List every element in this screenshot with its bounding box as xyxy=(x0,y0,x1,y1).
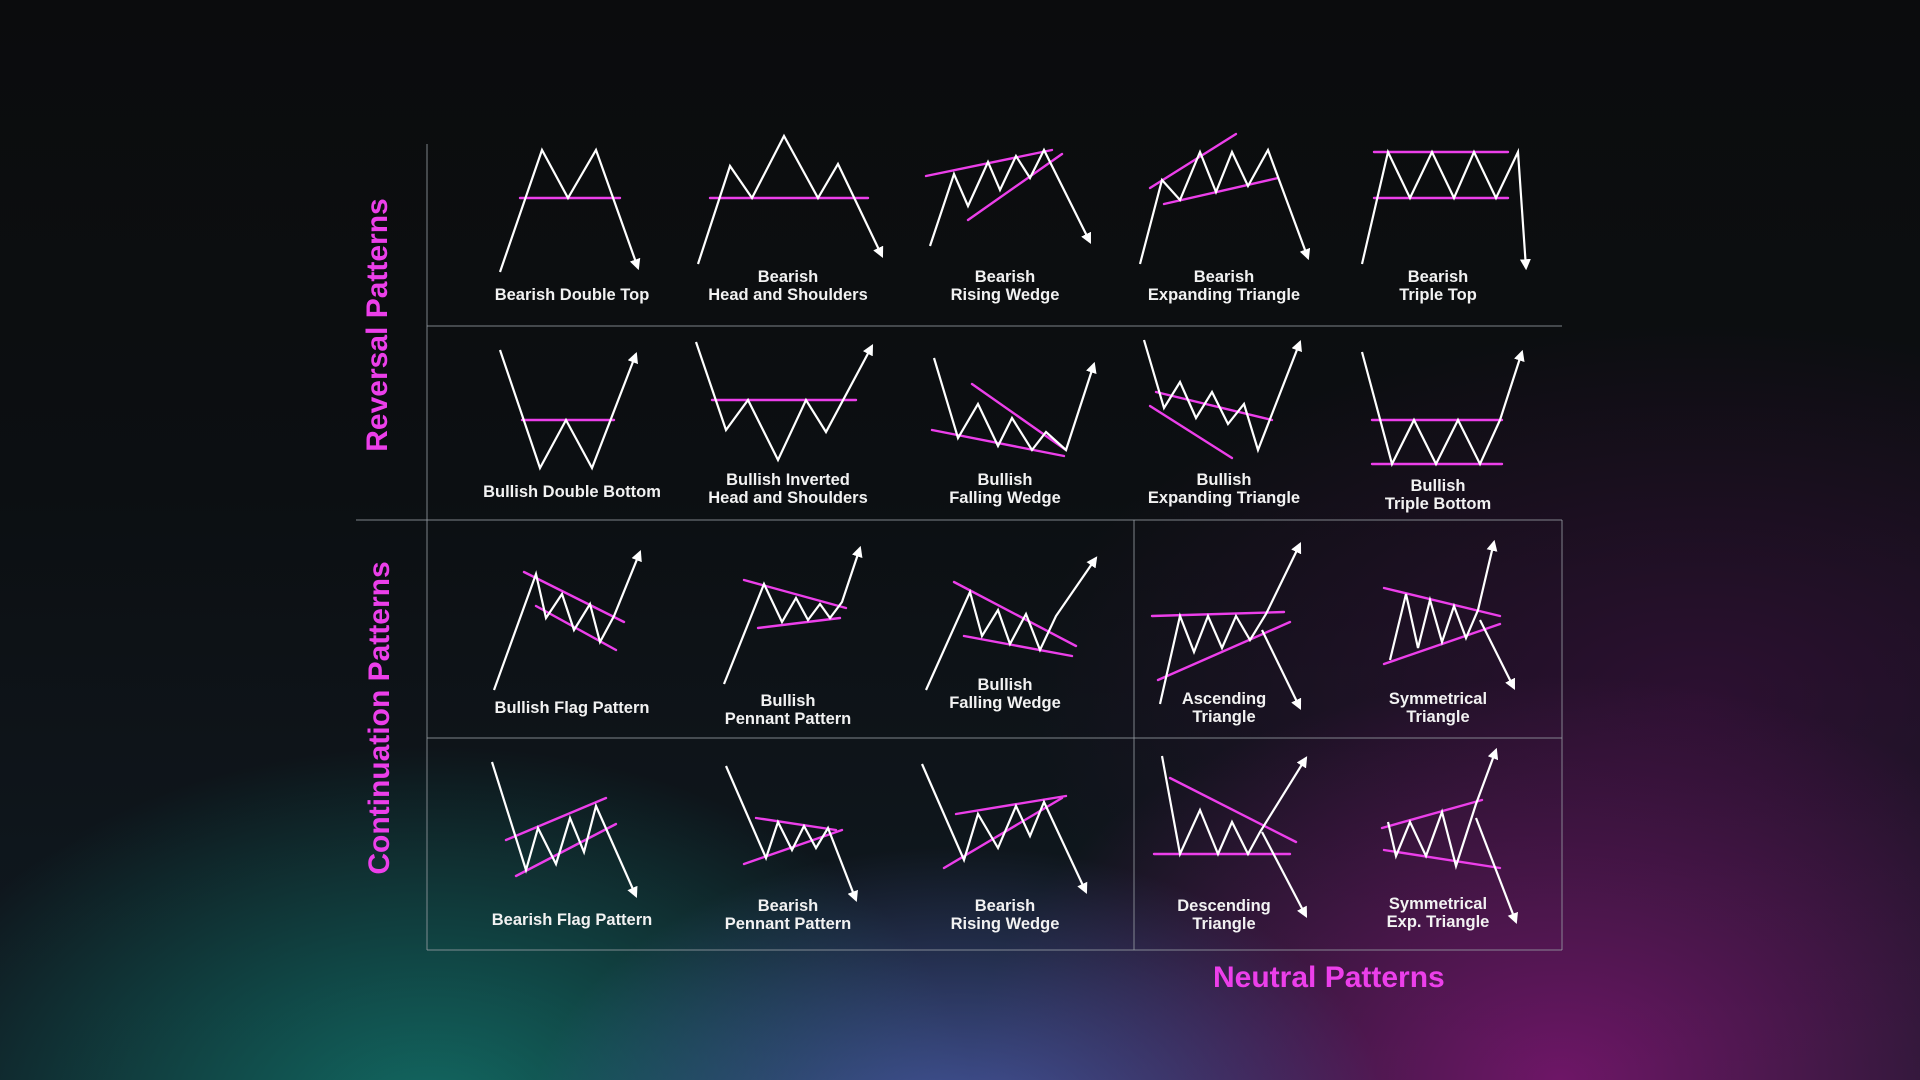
pattern-label: Symmetrical Exp. Triangle xyxy=(1386,895,1490,931)
price-path xyxy=(1388,539,1498,661)
trendline xyxy=(966,152,1064,222)
bullish-falling-wedge-icon xyxy=(930,357,1097,458)
trendline xyxy=(1156,620,1292,682)
trendline xyxy=(970,382,1068,452)
breakout-arrow xyxy=(1474,817,1518,925)
grid-lines xyxy=(356,144,1563,951)
bearish-flag-icon xyxy=(490,761,638,899)
pattern-label: Bearish Head and Shoulders xyxy=(708,268,868,304)
price-path xyxy=(498,349,638,471)
price-path xyxy=(722,545,863,685)
trendline xyxy=(1168,776,1298,844)
price-path xyxy=(1160,755,1308,858)
pattern-label: Bullish Flag Pattern xyxy=(494,699,650,717)
bullish-triple-bottom-icon xyxy=(1360,349,1525,468)
ascending-triangle-icon xyxy=(1150,542,1302,710)
pattern-label: Bullish Falling Wedge xyxy=(949,676,1061,712)
price-path xyxy=(1360,147,1531,271)
trendline xyxy=(1150,610,1286,618)
trendline xyxy=(1382,586,1502,618)
price-path xyxy=(492,549,642,691)
pattern-label: Bullish Inverted Head and Shoulders xyxy=(708,471,868,507)
pattern-label: Bearish Flag Pattern xyxy=(491,911,653,929)
price-path xyxy=(1138,147,1311,265)
symmetrical-expanding-triangle-icon xyxy=(1380,747,1518,925)
reversal-patterns-heading: Reversal Patterns xyxy=(361,198,394,452)
price-path xyxy=(1386,747,1499,870)
trendline xyxy=(514,822,618,878)
pattern-label: Bearish Expanding Triangle xyxy=(1147,268,1301,304)
pattern-label: Ascending Triangle xyxy=(1181,690,1267,726)
bullish-pennant-icon xyxy=(722,545,863,685)
trendline xyxy=(742,578,848,610)
pattern-label: Bearish Rising Wedge xyxy=(950,897,1060,933)
pattern-label: Descending Triangle xyxy=(1177,897,1271,933)
trendline xyxy=(1154,390,1274,422)
price-path xyxy=(1142,339,1302,454)
trendline xyxy=(754,816,838,832)
trendline xyxy=(962,634,1074,658)
breakout-arrow xyxy=(1479,619,1515,690)
bullish-falling-wedge-continuation-icon xyxy=(924,556,1098,691)
bearish-rising-wedge-continuation-icon xyxy=(920,763,1088,894)
bearish-triple-top-icon xyxy=(1360,147,1531,271)
pattern-label: Bullish Expanding Triangle xyxy=(1147,471,1301,507)
bearish-expanding-triangle-icon xyxy=(1138,132,1311,265)
price-path xyxy=(724,765,858,903)
price-path xyxy=(920,763,1088,894)
trendline xyxy=(1382,848,1502,870)
pattern-label: Bearish Pennant Pattern xyxy=(724,897,852,933)
continuation-patterns-heading: Continuation Patterns xyxy=(363,561,396,875)
pattern-label: Bearish Rising Wedge xyxy=(950,268,1060,304)
trendline xyxy=(1162,176,1280,206)
price-path xyxy=(498,147,641,273)
pattern-label: Bullish Falling Wedge xyxy=(949,471,1061,507)
bullish-inverted-head-and-shoulders-icon xyxy=(694,341,874,463)
trendline xyxy=(930,428,1066,458)
pattern-label: Bullish Triple Bottom xyxy=(1384,477,1492,513)
neutral-patterns-heading: Neutral Patterns xyxy=(1213,961,1445,994)
descending-triangle-icon xyxy=(1152,755,1308,918)
trendline xyxy=(1148,132,1238,190)
price-path xyxy=(932,357,1097,452)
pattern-label: Symmetrical Triangle xyxy=(1388,690,1488,726)
price-path xyxy=(1158,542,1302,705)
trendline xyxy=(756,616,842,630)
price-path xyxy=(696,133,884,265)
bearish-pennant-icon xyxy=(724,765,858,903)
price-path xyxy=(490,761,638,899)
trendline xyxy=(1380,798,1484,830)
breakout-arrow xyxy=(1261,831,1308,918)
symmetrical-triangle-icon xyxy=(1382,539,1515,690)
breakout-arrow xyxy=(1261,629,1302,710)
pattern-label: Bearish Triple Top xyxy=(1399,268,1477,304)
bullish-flag-icon xyxy=(492,549,642,691)
pattern-icons xyxy=(490,132,1531,925)
price-path xyxy=(928,147,1091,247)
bearish-rising-wedge-icon xyxy=(924,147,1091,247)
trendline xyxy=(942,796,1064,870)
trendline xyxy=(522,570,626,624)
price-path xyxy=(1360,349,1525,468)
bullish-expanding-triangle-icon xyxy=(1142,339,1302,460)
pattern-label: Bearish Double Top xyxy=(494,286,650,304)
pattern-label: Bullish Double Bottom xyxy=(483,483,661,501)
price-path xyxy=(924,556,1098,691)
trendline xyxy=(1148,404,1234,460)
trendline xyxy=(952,580,1078,648)
trendline xyxy=(954,794,1068,816)
pattern-label: Bullish Pennant Pattern xyxy=(724,692,852,728)
price-path xyxy=(694,341,874,463)
bearish-double-top-icon xyxy=(498,147,641,273)
bullish-double-bottom-icon xyxy=(498,349,638,471)
trendline xyxy=(504,796,608,842)
bearish-head-and-shoulders-icon xyxy=(696,133,884,265)
